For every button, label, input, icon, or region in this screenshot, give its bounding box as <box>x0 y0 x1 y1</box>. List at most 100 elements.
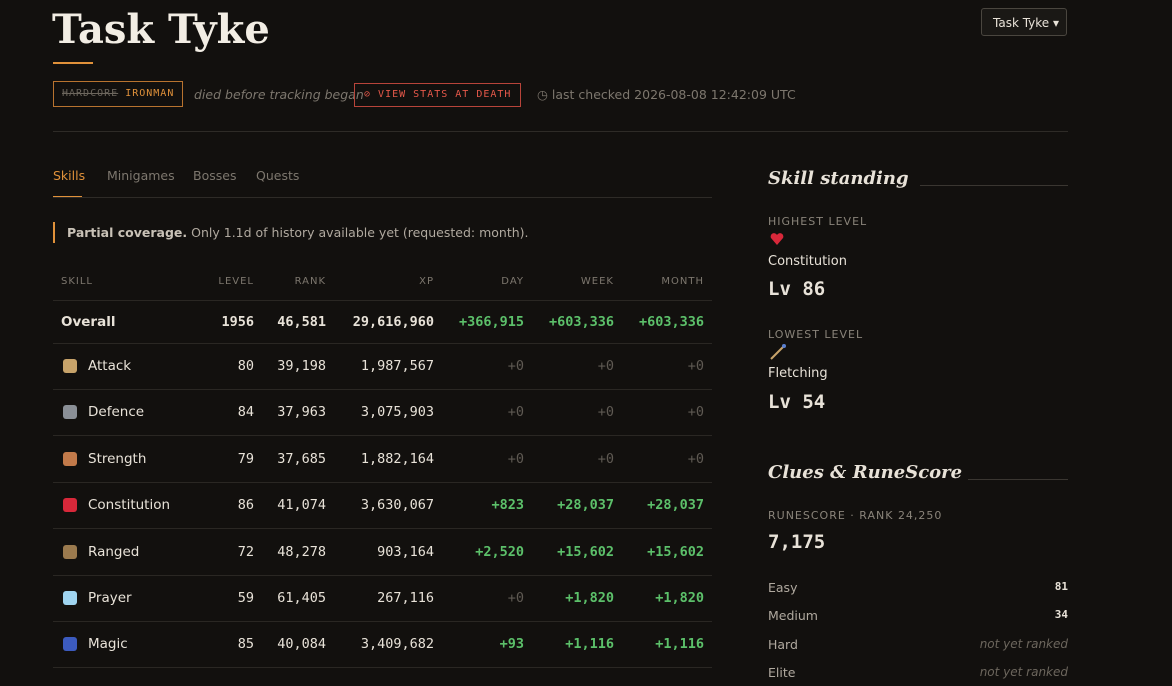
column-header: WEEK <box>580 276 614 287</box>
clue-tier: Elite <box>768 664 796 680</box>
tab[interactable]: Bosses <box>193 168 237 183</box>
cell: 84 <box>237 404 254 421</box>
row-rule <box>53 435 712 437</box>
row-rule <box>53 667 712 669</box>
lowest-level: Lv 54 <box>768 391 826 413</box>
notice-text: Only 1.1d of history available yet (requ… <box>191 225 529 240</box>
skill-icon <box>63 637 77 652</box>
clue-tier: Easy <box>768 580 798 595</box>
cell: 61,405 <box>277 590 326 606</box>
rule <box>920 185 1068 186</box>
cell: 80 <box>237 358 254 374</box>
cell: 86 <box>237 497 254 514</box>
skill-name: Defence <box>88 404 145 421</box>
cell: 48,278 <box>277 543 326 560</box>
caret: ▾ <box>1052 16 1059 30</box>
highest-skill: Constitution <box>768 254 847 269</box>
row-rule <box>53 528 712 530</box>
cell: 40,084 <box>277 636 326 653</box>
cell: 37,685 <box>277 450 326 467</box>
skill-name: Prayer <box>88 590 132 606</box>
skill-icon <box>63 591 77 605</box>
divider <box>53 131 1068 132</box>
cell: +1,116 <box>565 636 614 653</box>
cell: +0 <box>507 404 524 421</box>
cell: +823 <box>491 497 524 514</box>
last-checked: ◷ last checked 2026-08-08 12:42:09 UTC <box>537 87 796 102</box>
cell: 1,882,164 <box>360 450 434 467</box>
cell: 59 <box>237 590 254 606</box>
cell: +28,037 <box>557 497 614 514</box>
badge: IRONMAN <box>125 88 175 99</box>
row-rule <box>53 389 712 390</box>
cell: +0 <box>687 404 704 421</box>
tab[interactable]: Skills <box>53 168 86 183</box>
title-underline <box>53 62 93 64</box>
cell: +0 <box>507 358 524 374</box>
skill-icon <box>63 498 77 513</box>
cell: 3,409,682 <box>360 636 434 653</box>
skill-name: Ranged <box>88 543 140 560</box>
cell: +15,602 <box>647 543 704 560</box>
cell: 903,164 <box>377 543 434 560</box>
title: Task Tyke <box>52 6 270 53</box>
lowest-label: LOWEST LEVEL <box>768 328 864 341</box>
heart-icon <box>769 231 785 247</box>
clue-tier: Medium <box>768 608 818 624</box>
cell: +0 <box>687 450 704 467</box>
clue-count: 34 <box>1054 608 1068 622</box>
tab-rule <box>53 197 712 198</box>
skill-name: Overall <box>61 314 116 330</box>
tab[interactable]: Minigames <box>107 168 175 183</box>
cell: +0 <box>597 358 614 374</box>
cell: +1,820 <box>565 590 614 606</box>
lowest-skill: Fletching <box>768 366 828 381</box>
tab[interactable]: Quests <box>256 168 300 183</box>
highest-level: Lv 86 <box>768 278 826 300</box>
row-rule <box>53 574 712 576</box>
cell: 3,075,903 <box>360 404 434 421</box>
cell: +2,520 <box>475 543 524 560</box>
skill-name: Magic <box>88 636 128 653</box>
select-label: Task Tyke <box>993 16 1050 30</box>
cell: +1,820 <box>655 590 704 606</box>
clue-tier: Hard <box>768 636 798 652</box>
cell: 37,963 <box>277 404 326 421</box>
column-header: SKILL <box>61 276 93 287</box>
account-badge: HARDCORE IRONMAN <box>53 81 184 107</box>
cell: +0 <box>687 358 704 374</box>
badge-struck: HARDCORE <box>62 88 119 99</box>
cell: 1,987,567 <box>360 358 434 374</box>
cell: +366,915 <box>458 314 524 330</box>
cell: +0 <box>597 450 614 467</box>
cell: 72 <box>237 543 254 560</box>
death-button[interactable]: ⊘ VIEW STATS AT DEATH <box>354 83 522 107</box>
row-rule <box>53 343 712 344</box>
row-rule <box>53 621 712 622</box>
column-header: RANK <box>294 276 326 287</box>
skill-icon <box>63 359 77 373</box>
cell: +0 <box>507 590 524 606</box>
skill-icon <box>63 451 77 466</box>
skill-icon <box>63 405 77 420</box>
rule <box>968 479 1068 480</box>
cell: +603,336 <box>638 314 704 330</box>
clue-count: 81 <box>1054 580 1068 593</box>
notice-strong: Partial coverage. <box>67 225 188 240</box>
skill-name: Constitution <box>88 497 171 514</box>
cell: +15,602 <box>557 543 614 560</box>
skill-icon <box>63 544 77 559</box>
skill-name: Attack <box>88 358 132 374</box>
player-select[interactable]: Task Tyke ▾ <box>981 8 1067 36</box>
column-header: LEVEL <box>218 276 254 287</box>
last-checked-text: last checked 2026-08-08 12:42:09 UTC <box>551 87 796 102</box>
cell: 41,074 <box>277 497 326 514</box>
cell: +603,336 <box>548 314 614 330</box>
cell: +0 <box>597 404 614 421</box>
header-rule <box>53 300 712 301</box>
cell: 1956 <box>221 314 254 330</box>
cell: 267,116 <box>377 590 434 606</box>
standing-title: Skill standing <box>768 168 909 189</box>
column-header: DAY <box>501 276 524 287</box>
clue-count: not yet ranked <box>979 636 1068 651</box>
